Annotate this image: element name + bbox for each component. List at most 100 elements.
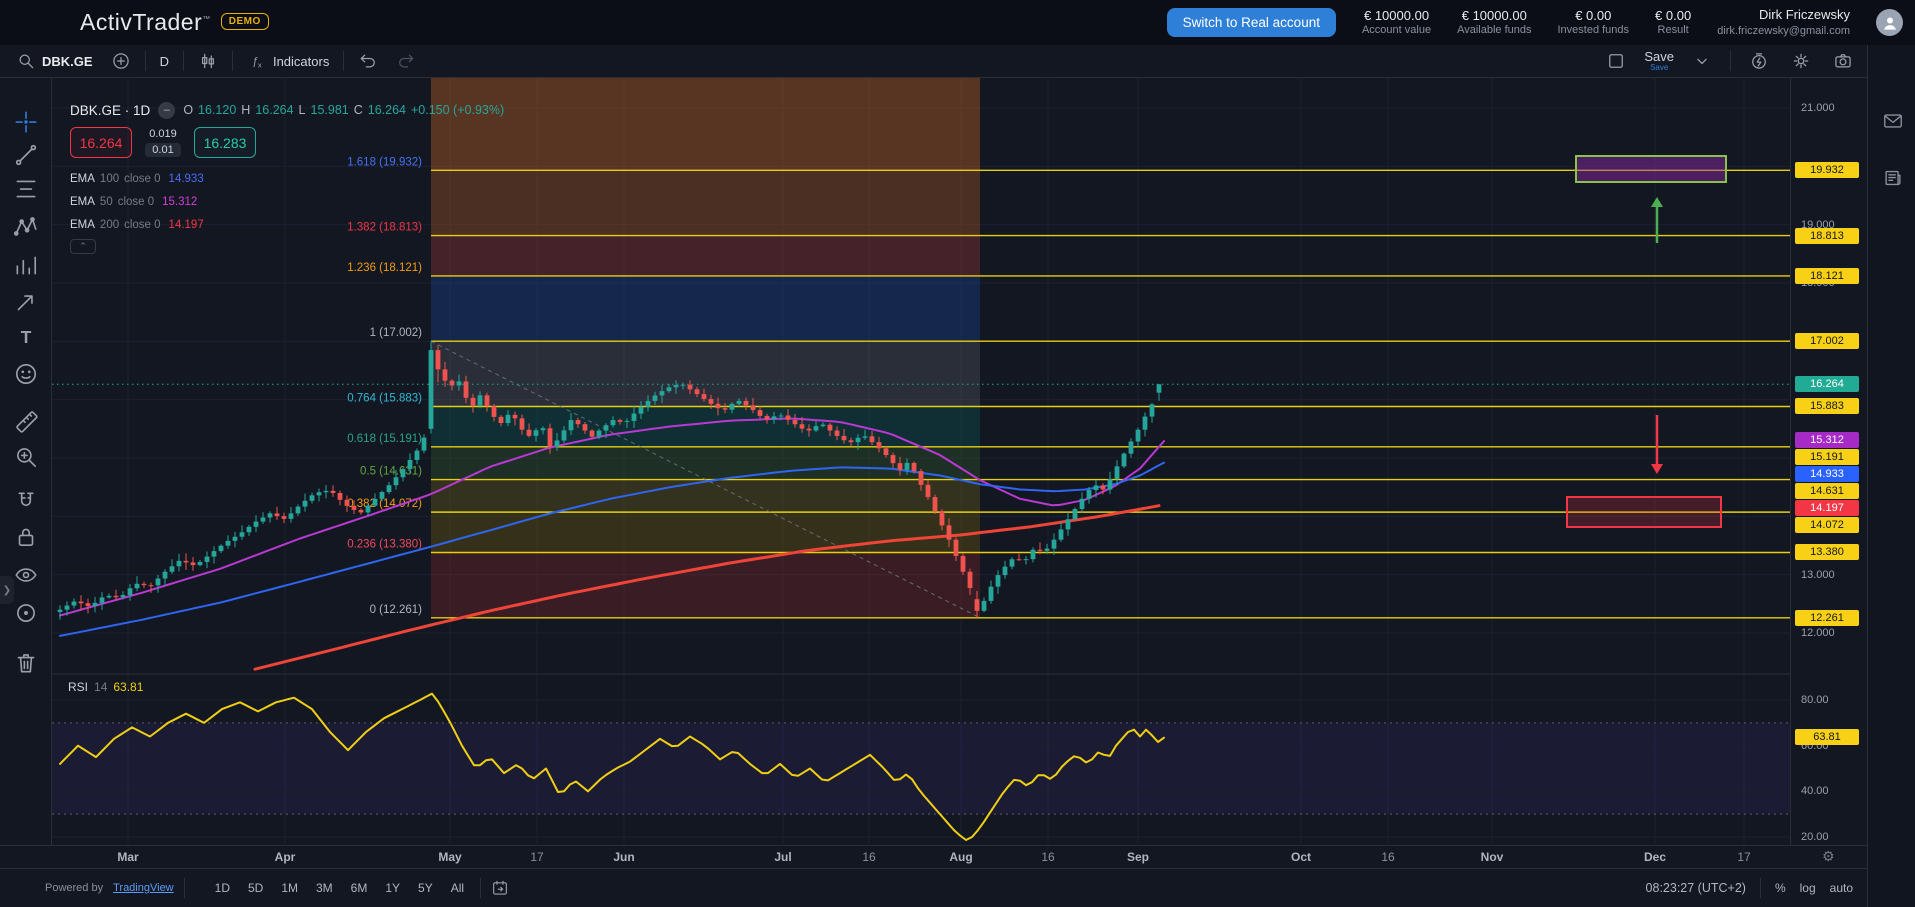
log-scale-toggle[interactable]: log (1799, 881, 1816, 895)
axis-settings-gear-icon[interactable]: ⚙ (1822, 848, 1835, 864)
price-axis-tick: 12.000 (1801, 626, 1835, 639)
tool-ruler-icon[interactable] (13, 408, 39, 434)
toolbar-divider (144, 51, 146, 71)
tool-emoji-icon[interactable] (13, 361, 39, 387)
save-dropdown-button[interactable] (1688, 49, 1716, 73)
price-label-badge: 12.261 (1795, 609, 1859, 626)
change-value: +0.150 (+0.93%) (411, 103, 505, 117)
buy-ask-button[interactable]: 16.283 (194, 127, 256, 158)
time-axis[interactable]: ⚙ Mar Apr May 17 Jun Jul 16 Aug 16 Sep Oct 16 Nov Dec… (0, 845, 1867, 868)
layout-select-button[interactable] (1602, 49, 1630, 73)
footer-divider (183, 878, 185, 898)
percent-scale-toggle[interactable]: % (1774, 881, 1786, 895)
account-value-stat: € 10000.00 Account value (1361, 7, 1432, 36)
time-axis-label: 17 (1737, 850, 1751, 864)
svg-text:0.764 (15.883): 0.764 (15.883) (347, 392, 422, 404)
range-button-all[interactable]: All (450, 881, 465, 895)
tool-trend-line-icon[interactable] (13, 142, 39, 168)
range-button-5y[interactable]: 5Y (418, 881, 433, 895)
svg-text:1 (17.002): 1 (17.002) (370, 327, 423, 339)
time-axis-label: Jun (613, 850, 635, 864)
range-button-6m[interactable]: 6M (350, 881, 368, 895)
svg-text:1.236 (18.121): 1.236 (18.121) (347, 262, 422, 274)
time-axis-label: Nov (1480, 850, 1504, 864)
trademark: ™ (202, 14, 211, 24)
clock-label[interactable]: 08:23:27 (UTC+2) (1645, 881, 1746, 895)
quick-alert-button[interactable] (1745, 49, 1773, 73)
tool-fib-retracement-icon[interactable] (13, 176, 39, 202)
tradingview-link[interactable]: TradingView (113, 882, 174, 894)
tool-zoom-in-icon[interactable] (13, 444, 39, 470)
time-axis-label: Apr (274, 850, 296, 864)
symbol-search-button[interactable]: DBK.GE (12, 49, 97, 73)
undo-button[interactable] (354, 49, 382, 73)
svg-text:T: T (21, 327, 32, 347)
auto-scale-toggle[interactable]: auto (1829, 881, 1853, 895)
range-button-1d[interactable]: 1D (214, 881, 230, 895)
tool-trash-icon[interactable] (13, 650, 39, 676)
toolbar-divider (182, 51, 184, 71)
price-label-badge: 15.883 (1795, 398, 1859, 415)
time-axis-label: 16 (862, 850, 876, 864)
tool-lock-icon[interactable] (13, 524, 39, 550)
range-button-1m[interactable]: 1M (281, 881, 298, 895)
price-label-badge: 13.380 (1795, 544, 1859, 561)
tool-xabcd-pattern-icon[interactable] (13, 214, 39, 240)
go-to-date-icon[interactable] (491, 879, 509, 897)
tool-text-icon[interactable]: T (13, 324, 39, 350)
range-button-3m[interactable]: 3M (316, 881, 333, 895)
mail-button[interactable] (1882, 110, 1904, 132)
chart-style-button[interactable] (194, 49, 222, 73)
avatar[interactable] (1876, 9, 1903, 36)
tool-target-icon[interactable] (13, 600, 39, 626)
ema-50-legend-row[interactable]: EMA 50 close 0 15.312 (70, 195, 198, 208)
rsi-legend[interactable]: RSI 14 63.81 (68, 680, 144, 694)
newspaper-icon (1882, 167, 1904, 189)
time-axis-label: 16 (1381, 850, 1395, 864)
tool-eye-icon[interactable] (13, 562, 39, 588)
ema-200-legend-row[interactable]: EMA 200 close 0 14.197 (70, 218, 204, 231)
price-scale[interactable]: 21.00019.00018.00013.00012.00019.93218.8… (1790, 78, 1867, 845)
chart-canvas[interactable]: 1.618 (19.932) 1.382 (18.813) 1.236 (18.12… (52, 78, 1790, 845)
switch-to-real-account-button[interactable]: Switch to Real account (1166, 8, 1336, 37)
price-axis-tick: 80.00 (1801, 694, 1829, 706)
news-button[interactable] (1882, 167, 1904, 189)
user-info: Dirk Friczewsky dirk.friczewsky@gmail.co… (1717, 7, 1850, 38)
time-axis-label: Sep (1126, 850, 1150, 864)
chart-footer: Powered by TradingView 1D 5D 1M 3M 6M 1Y 5Y All… (0, 868, 1867, 907)
save-layout-button[interactable]: Save Save (1644, 49, 1674, 72)
legend-symbol-title[interactable]: DBK.GE · 1D (70, 102, 151, 118)
chart-settings-button[interactable] (1787, 49, 1815, 73)
legend-minimize-button[interactable]: – (158, 101, 176, 119)
time-axis-label: Aug (949, 850, 973, 864)
legend-collapse-button[interactable]: ⌃ (70, 239, 96, 254)
time-axis-label: Mar (117, 850, 139, 864)
tool-arrow-marker-icon[interactable] (13, 289, 39, 315)
envelope-icon (1882, 110, 1904, 132)
toolbar-divider (343, 51, 345, 71)
tool-forecast-icon[interactable] (13, 252, 39, 278)
price-label-badge: 19.932 (1795, 162, 1859, 179)
compare-add-symbol-button[interactable] (107, 49, 135, 73)
interval-button[interactable]: D (159, 53, 169, 69)
toolbar-divider (1730, 51, 1731, 71)
tool-crosshair-icon[interactable] (13, 109, 39, 135)
invested-funds-stat: € 0.00 Invested funds (1557, 7, 1630, 36)
redo-button[interactable] (392, 49, 420, 73)
range-button-1y[interactable]: 1Y (385, 881, 401, 895)
range-button-5d[interactable]: 5D (247, 881, 264, 895)
snapshot-button[interactable] (1829, 49, 1857, 73)
footer-divider (480, 878, 482, 898)
expand-object-tree-chevron[interactable]: ❯ (0, 576, 14, 604)
price-label-badge: 14.631 (1795, 482, 1859, 499)
price-label-badge: 18.813 (1795, 227, 1859, 244)
svg-text:1.618 (19.932): 1.618 (19.932) (347, 156, 422, 168)
price-label-badge: 63.81 (1795, 728, 1859, 745)
svg-text:x: x (258, 61, 262, 70)
ema-100-legend-row[interactable]: EMA 100 close 0 14.933 (70, 172, 204, 185)
tool-magnet-icon[interactable] (13, 489, 39, 515)
sell-bid-button[interactable]: 16.264 (70, 127, 132, 158)
